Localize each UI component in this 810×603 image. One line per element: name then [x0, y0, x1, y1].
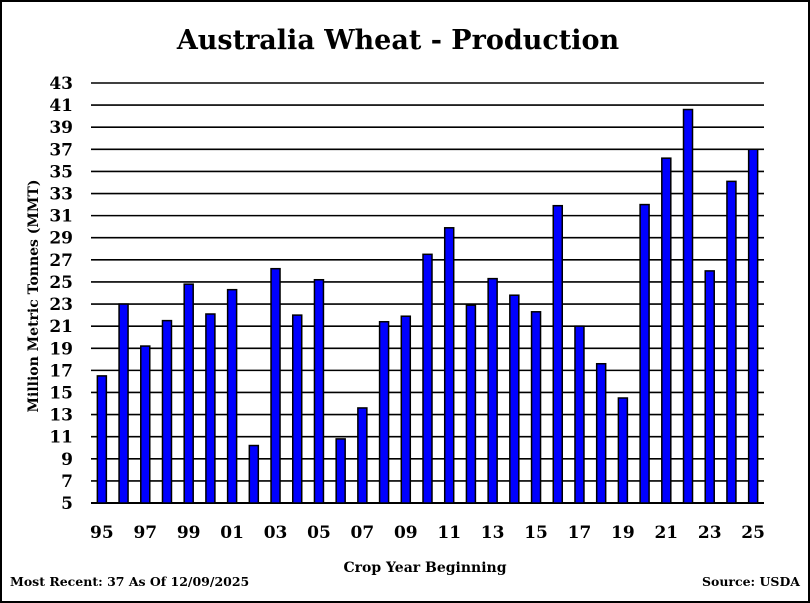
- bar-07: [357, 407, 368, 504]
- x-axis-label: Crop Year Beginning: [343, 560, 506, 576]
- chart-title: Australia Wheat - Production: [176, 25, 620, 56]
- bar-03: [270, 267, 281, 504]
- y-tick-label: 17: [49, 361, 73, 381]
- bar-15: [530, 311, 542, 504]
- x-tick-label: 17: [568, 523, 592, 543]
- y-tick-label: 33: [49, 185, 73, 205]
- bar-04: [291, 314, 303, 504]
- x-tick-label: 19: [611, 523, 635, 543]
- bar-99: [183, 283, 194, 504]
- bar-17: [574, 325, 585, 504]
- x-tick-label: 03: [264, 523, 288, 543]
- bar-98: [161, 319, 173, 504]
- x-tick-label: 09: [394, 523, 418, 543]
- bar-01: [226, 288, 238, 504]
- bar-06: [335, 438, 346, 504]
- bar-02: [248, 444, 260, 504]
- x-tick-label: 95: [90, 523, 114, 543]
- bar-19: [617, 397, 629, 504]
- y-axis-label: Million Metric Tonnes (MMT): [26, 180, 42, 413]
- x-axis-ticks: 95 97 99 01 03 05 07 09 11 13 15 17 19 21 23 25: [90, 523, 765, 543]
- bar-97: [140, 345, 151, 504]
- bar-00: [205, 313, 216, 504]
- y-tick-label: 7: [61, 472, 73, 492]
- y-tick-label: 29: [49, 229, 73, 249]
- y-tick-label: 31: [49, 207, 73, 227]
- y-tick-label: 11: [49, 428, 73, 448]
- bar-95: [96, 375, 108, 504]
- y-tick-label: 15: [49, 383, 73, 403]
- y-tick-label: 27: [49, 251, 73, 271]
- y-tick-label: 23: [49, 295, 73, 315]
- x-tick-label: 23: [698, 523, 722, 543]
- bar-14: [509, 294, 520, 504]
- y-tick-label: 35: [49, 162, 73, 182]
- source-note: Source: USDA: [702, 574, 800, 589]
- bar-16: [552, 204, 564, 504]
- bar-22: [682, 108, 694, 504]
- y-tick-label: 5: [61, 494, 73, 514]
- x-tick-label: 99: [177, 523, 201, 543]
- y-tick-label: 19: [49, 339, 73, 359]
- most-recent-note: Most Recent: 37 As Of 12/09/2025: [10, 574, 249, 589]
- x-tick-label: 97: [133, 523, 157, 543]
- bars: [96, 108, 759, 504]
- y-tick-label: 37: [49, 140, 73, 160]
- x-tick-label: 25: [741, 523, 765, 543]
- bar-13: [487, 277, 498, 504]
- y-tick-label: 39: [49, 118, 73, 138]
- bar-09: [400, 315, 412, 504]
- bar-21: [661, 157, 672, 504]
- bar-25: [747, 148, 759, 504]
- bar-23: [704, 270, 715, 504]
- x-tick-label: 01: [220, 523, 244, 543]
- x-tick-label: 15: [524, 523, 548, 543]
- bar-24: [726, 180, 737, 504]
- bar-20: [639, 203, 650, 504]
- x-tick-label: 05: [307, 523, 331, 543]
- y-tick-label: 13: [49, 406, 73, 426]
- y-tick-label: 25: [49, 273, 73, 293]
- bar-08: [378, 320, 390, 504]
- x-tick-label: 07: [351, 523, 375, 543]
- x-tick-label: 13: [481, 523, 505, 543]
- x-tick-label: 21: [654, 523, 678, 543]
- bar-10: [422, 253, 433, 504]
- x-tick-label: 11: [437, 523, 461, 543]
- y-tick-label: 41: [49, 96, 73, 116]
- bar-12: [465, 304, 477, 504]
- bar-05: [313, 278, 325, 504]
- bar-18: [595, 362, 607, 504]
- bar-96: [118, 303, 129, 504]
- y-tick-label: 43: [49, 74, 73, 94]
- y-tick-label: 9: [61, 450, 73, 470]
- bar-11: [443, 227, 455, 504]
- y-tick-label: 21: [49, 317, 73, 337]
